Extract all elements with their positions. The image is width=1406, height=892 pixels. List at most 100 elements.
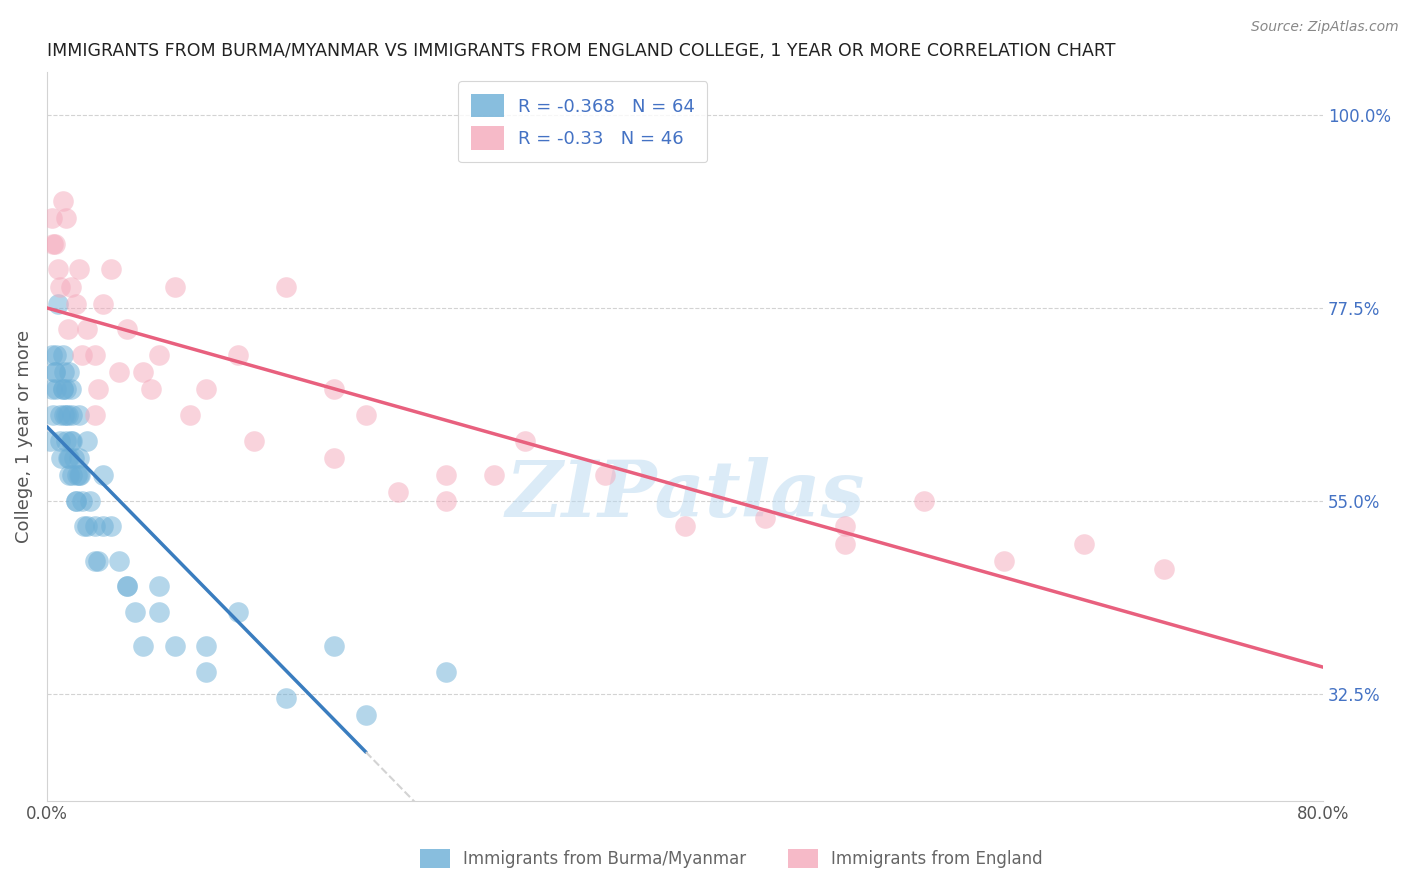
Point [52,383,75,397]
Text: IMMIGRANTS FROM BURMA/MYANMAR VS IMMIGRANTS FROM ENGLAND COLLEGE, 1 YEAR OR MORE: IMMIGRANTS FROM BURMA/MYANMAR VS IMMIGRA… [46,42,1115,60]
Point [83,554,105,568]
Point [65,493,87,508]
Point [56,408,79,422]
Point [276,279,298,293]
Point [52,348,75,362]
Point [59,383,82,397]
Point [195,640,218,654]
Point [48,408,70,422]
Point [52,194,75,208]
Point [62,434,84,448]
Point [76,322,98,336]
Point [46,297,69,311]
Point [100,519,122,533]
Point [62,408,84,422]
Point [91,297,114,311]
Point [83,408,105,422]
Point [387,485,409,500]
Point [179,408,201,422]
Point [993,554,1015,568]
Point [323,450,346,465]
Point [1153,562,1175,576]
Point [69,468,91,483]
Point [55,211,77,225]
Point [42,408,65,422]
Point [139,383,162,397]
Point [72,519,94,533]
Point [87,383,110,397]
Point [276,690,298,705]
Point [67,450,90,465]
Point [87,554,110,568]
Point [91,519,114,533]
Point [754,511,776,525]
Point [41,211,63,225]
Point [70,348,93,362]
Point [354,708,377,723]
Point [51,450,73,465]
Point [65,493,87,508]
Point [59,434,82,448]
Y-axis label: College, 1 year or more: College, 1 year or more [15,330,32,543]
Point [83,348,105,362]
Point [228,348,250,362]
Point [76,434,98,448]
Text: Source: ZipAtlas.com: Source: ZipAtlas.com [1251,20,1399,34]
Point [58,468,80,483]
Point [323,383,346,397]
Point [834,536,856,550]
Point [195,665,218,679]
Point [70,493,93,508]
Point [79,493,101,508]
Point [124,605,146,619]
Point [48,434,70,448]
Point [55,434,77,448]
Point [67,408,90,422]
Point [56,450,79,465]
Text: ZIPatlas: ZIPatlas [505,457,865,533]
Point [42,236,65,251]
Legend: Immigrants from Burma/Myanmar, Immigrants from England: Immigrants from Burma/Myanmar, Immigrant… [413,842,1049,875]
Point [45,348,67,362]
Point [323,640,346,654]
Point [115,579,138,593]
Point [115,322,138,336]
Point [44,365,66,379]
Point [66,468,89,483]
Point [76,519,98,533]
Point [44,365,66,379]
Point [354,408,377,422]
Point [45,383,67,397]
Point [148,579,170,593]
Point [912,493,935,508]
Point [593,468,616,483]
Point [62,468,84,483]
Point [48,279,70,293]
Point [41,348,63,362]
Point [53,365,76,379]
Point [65,297,87,311]
Point [41,383,63,397]
Point [515,434,537,448]
Point [44,236,66,251]
Point [243,434,266,448]
Point [53,408,76,422]
Point [131,365,153,379]
Point [59,279,82,293]
Point [83,519,105,533]
Point [673,519,696,533]
Point [91,468,114,483]
Point [163,640,186,654]
Point [195,383,218,397]
Point [434,468,457,483]
Point [1073,536,1095,550]
Point [148,348,170,362]
Point [434,493,457,508]
Point [107,554,129,568]
Point [163,279,186,293]
Point [131,640,153,654]
Point [39,434,62,448]
Point [58,450,80,465]
Legend: R = -0.368   N = 64, R = -0.33   N = 46: R = -0.368 N = 64, R = -0.33 N = 46 [458,81,707,162]
Point [55,383,77,397]
